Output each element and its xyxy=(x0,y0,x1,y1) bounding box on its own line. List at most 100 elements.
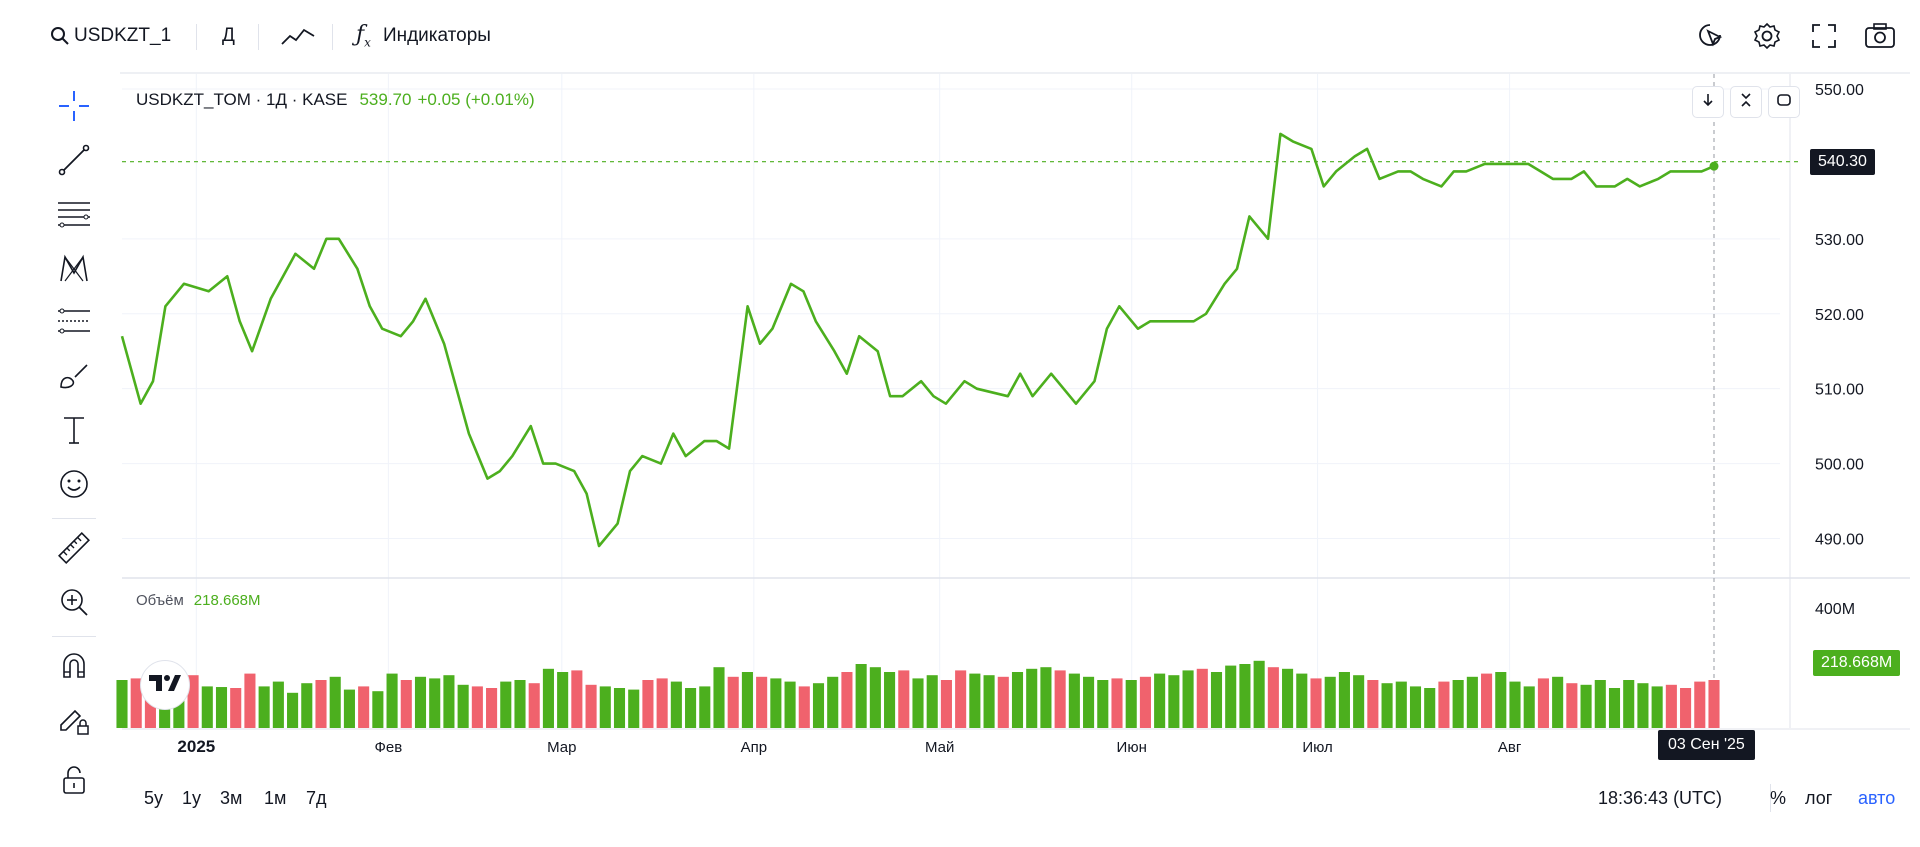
lock-drawings-tool[interactable] xyxy=(56,704,92,740)
legend-price: 539.70 xyxy=(359,90,412,109)
percent-toggle[interactable]: % xyxy=(1770,788,1787,808)
screenshot-button[interactable] xyxy=(1864,22,1896,50)
search-icon xyxy=(50,26,70,46)
range-1y[interactable]: 1y xyxy=(182,788,202,808)
volume-bar xyxy=(827,676,839,728)
trend-line-icon xyxy=(57,143,91,182)
volume-bar xyxy=(1566,683,1578,728)
volume-bar xyxy=(599,686,611,728)
auto-toggle[interactable]: авто xyxy=(1858,788,1896,808)
volume-bar xyxy=(812,683,825,728)
time-axis-label: 2025 xyxy=(177,737,215,756)
crosshair-tool[interactable] xyxy=(56,90,92,126)
chart-type-button[interactable] xyxy=(280,22,316,50)
range-5y[interactable]: 5y xyxy=(144,788,164,808)
measure-tool[interactable] xyxy=(56,531,92,568)
volume-bar xyxy=(1083,676,1095,728)
volume-legend: Объём 218.668M xyxy=(136,592,261,609)
indicators-label: Индикаторы xyxy=(382,25,491,46)
pencil-lock-icon xyxy=(57,703,91,742)
magic-cursor-icon xyxy=(1696,21,1726,51)
volume-bar xyxy=(1608,688,1621,728)
volume-bar xyxy=(130,678,142,728)
maximize-pane-button[interactable] xyxy=(1768,86,1800,118)
collapse-button[interactable] xyxy=(1730,86,1762,118)
brush-tool[interactable] xyxy=(56,360,92,396)
smiley-icon xyxy=(57,467,91,506)
magnet-tool[interactable] xyxy=(56,650,92,686)
volume-bar xyxy=(1438,681,1450,728)
volume-bar xyxy=(1196,668,1208,728)
drawing-toolbar xyxy=(0,70,120,847)
text-tool[interactable] xyxy=(56,414,92,450)
volume-bar xyxy=(1367,680,1379,728)
volume-bar xyxy=(1424,688,1436,728)
collapse-icon xyxy=(1739,92,1753,113)
volume-bar xyxy=(1466,676,1478,728)
pattern-tool[interactable] xyxy=(56,252,92,288)
tradingview-logo[interactable] xyxy=(140,660,190,710)
volume-bar xyxy=(1310,678,1322,728)
text-icon xyxy=(57,413,91,452)
divider xyxy=(332,24,333,50)
top-toolbar: USDKZT_1 Д ƒx Индикаторы xyxy=(0,0,1920,70)
volume-bar xyxy=(613,688,626,728)
symbol-search[interactable]: USDKZT_1 xyxy=(50,22,171,50)
volume-bar xyxy=(1637,683,1649,728)
pattern-icon xyxy=(57,251,91,290)
volume-bar xyxy=(1139,676,1151,728)
fib-tool[interactable] xyxy=(56,198,92,234)
settings-button[interactable] xyxy=(1752,22,1782,50)
interval-button[interactable]: Д xyxy=(222,22,235,50)
volume-bar xyxy=(1665,684,1677,728)
volume-axis-label: 400M xyxy=(1815,601,1855,618)
volume-label: Объём xyxy=(136,592,184,609)
volume-bar xyxy=(997,676,1009,728)
volume-bar xyxy=(215,687,228,728)
divider xyxy=(258,24,259,50)
alert-button[interactable] xyxy=(1696,22,1726,50)
symbol-legend: USDKZT_TOM · 1Д · KASE 539.70 +0.05 (+0.… xyxy=(136,90,535,110)
interval-label: Д xyxy=(222,25,235,46)
emoji-tool[interactable] xyxy=(56,468,92,504)
volume-bar xyxy=(1154,673,1166,728)
time-axis-label: Мар xyxy=(547,739,576,756)
volume-bar xyxy=(471,686,483,728)
trend-line-tool[interactable] xyxy=(56,144,92,180)
log-toggle[interactable]: лог xyxy=(1805,788,1833,808)
volume-bar xyxy=(386,673,398,728)
price-axis-label: 500.00 xyxy=(1815,457,1864,474)
volume-bar xyxy=(486,688,498,728)
volume-bar xyxy=(1225,665,1237,728)
indicators-button[interactable]: ƒx Индикаторы xyxy=(356,22,491,50)
volume-bar xyxy=(1495,672,1507,728)
volume-bar xyxy=(1381,683,1393,728)
volume-bar xyxy=(1182,670,1194,728)
volume-bar xyxy=(1253,660,1265,728)
time-axis-label: Фев xyxy=(375,739,403,756)
volume-bar xyxy=(1552,676,1564,728)
volume-bar xyxy=(955,670,967,728)
brush-icon xyxy=(57,359,91,398)
legend-change: +0.05 (+0.01%) xyxy=(417,90,535,109)
scroll-to-latest-button[interactable] xyxy=(1692,86,1724,118)
price-axis-label: 520.00 xyxy=(1815,307,1864,324)
volume-bar xyxy=(144,684,156,728)
fullscreen-button[interactable] xyxy=(1810,22,1838,50)
volume-bar xyxy=(940,680,952,728)
volume-bar xyxy=(642,680,654,728)
range-7d[interactable]: 7д xyxy=(306,788,327,808)
range-3m[interactable]: 3м xyxy=(220,788,243,808)
zoom-tool[interactable] xyxy=(56,586,92,622)
volume-bar xyxy=(258,686,270,728)
projection-tool[interactable] xyxy=(56,306,92,342)
unlock-tool[interactable] xyxy=(56,764,92,800)
time-axis-label: Авг xyxy=(1498,739,1522,756)
price-axis-label: 530.00 xyxy=(1815,232,1864,249)
range-1m[interactable]: 1м xyxy=(264,788,287,808)
divider xyxy=(52,636,96,637)
utc-clock[interactable]: 18:36:43 (UTC) xyxy=(1598,788,1723,808)
volume-bar xyxy=(969,673,981,728)
volume-bar xyxy=(1054,670,1066,728)
